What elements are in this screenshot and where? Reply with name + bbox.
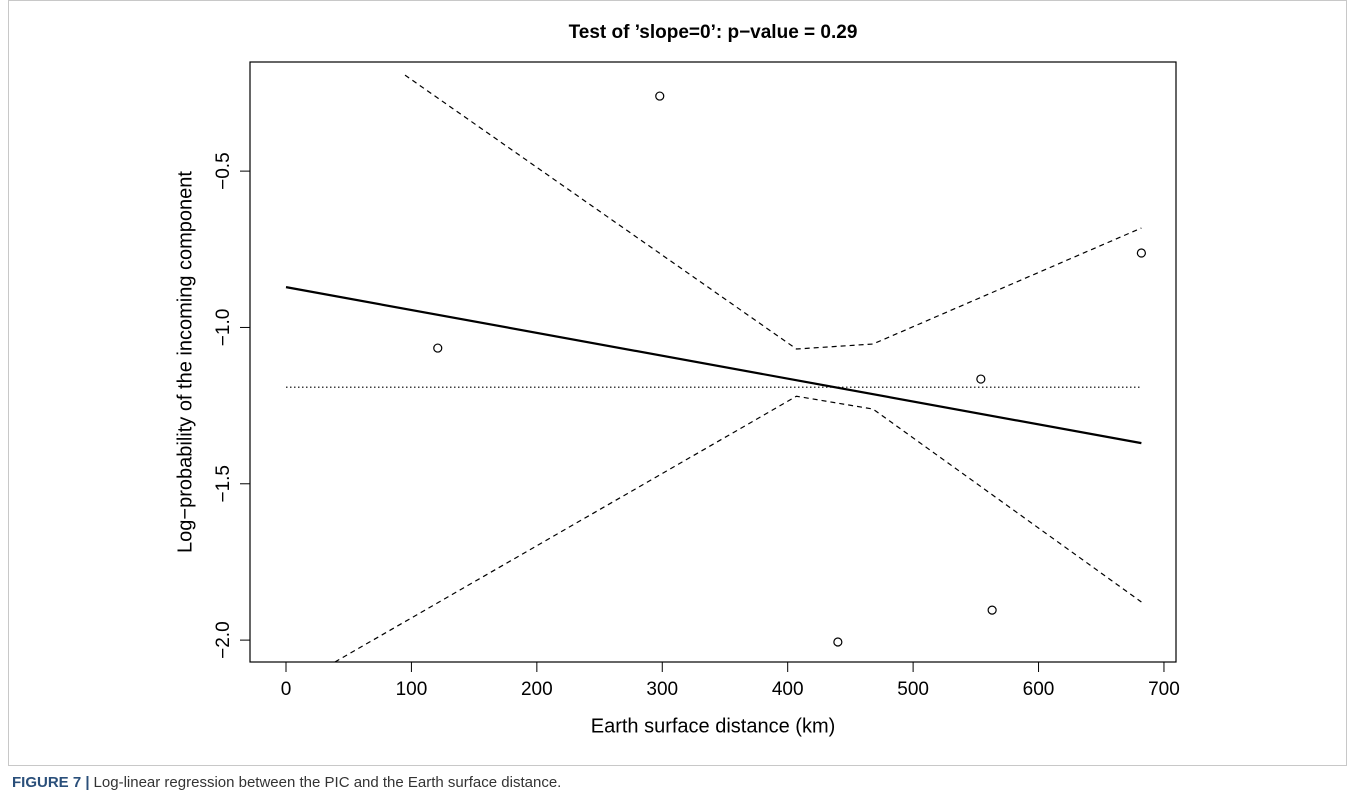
x-axis-label: Earth surface distance (km) [591, 715, 836, 737]
dashed-line [334, 395, 1142, 662]
x-tick-label: 500 [897, 679, 929, 700]
chart-title: Test of ’slope=0’: p−value = 0.29 [569, 22, 858, 43]
plot-box [249, 61, 1177, 663]
data-point [833, 637, 843, 647]
caption-text: Log-linear regression between the PIC an… [94, 774, 562, 791]
data-point [1136, 248, 1146, 258]
plot-marks [285, 74, 1146, 662]
y-tick-label: −2.0 [213, 621, 234, 659]
solid-line [285, 286, 1142, 445]
y-tick-label: −1.0 [213, 309, 234, 347]
y-axis-label: Log−probability of the incoming componen… [174, 171, 196, 553]
x-tick-label: 100 [396, 679, 428, 700]
figure-border [8, 0, 1347, 766]
dashed-line [404, 74, 1142, 350]
x-tick-label: 600 [1023, 679, 1055, 700]
x-tick-label: 700 [1148, 679, 1180, 700]
x-tick-label: 300 [646, 679, 678, 700]
caption: FIGURE 7 | Log-linear regression between … [12, 774, 561, 791]
y-tick-label: −1.5 [213, 465, 234, 503]
caption-label: FIGURE 7 | [12, 774, 90, 791]
data-point [655, 91, 665, 101]
data-point [433, 343, 443, 353]
data-point [987, 605, 997, 615]
data-point [976, 374, 986, 384]
x-tick-label: 200 [521, 679, 553, 700]
x-tick-label: 0 [281, 679, 292, 700]
y-tick-label: −0.5 [213, 152, 234, 190]
x-tick-label: 400 [772, 679, 804, 700]
